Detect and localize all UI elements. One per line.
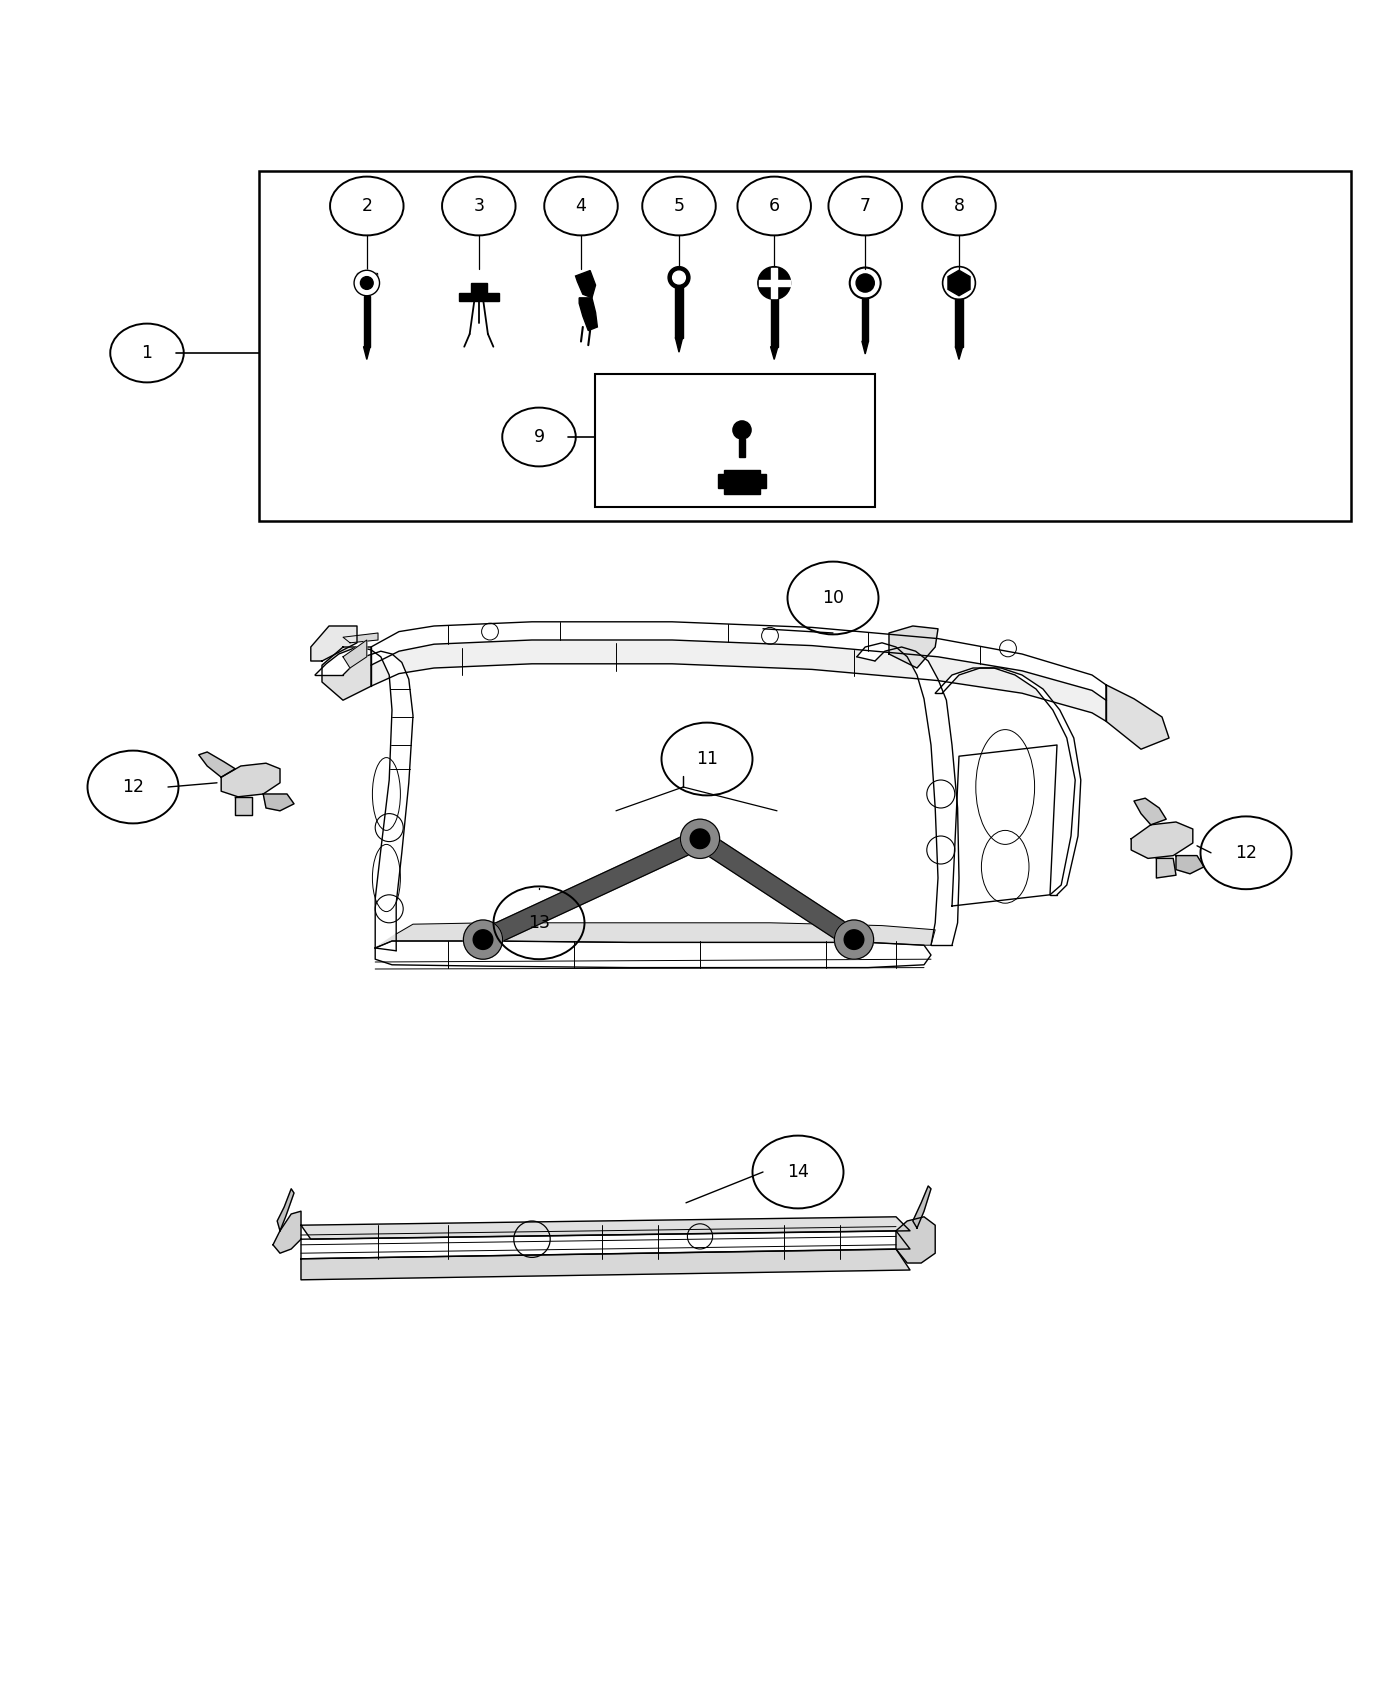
Circle shape (463, 920, 503, 959)
Text: 3: 3 (473, 197, 484, 214)
Text: 14: 14 (787, 1163, 809, 1182)
Polygon shape (375, 923, 935, 949)
Polygon shape (1106, 685, 1169, 750)
Polygon shape (343, 632, 378, 643)
Polygon shape (301, 1217, 910, 1239)
Polygon shape (301, 1231, 910, 1258)
Polygon shape (277, 1188, 294, 1231)
Polygon shape (759, 280, 790, 286)
Polygon shape (1176, 855, 1204, 874)
Polygon shape (371, 639, 1106, 721)
Circle shape (690, 830, 710, 848)
Polygon shape (948, 270, 970, 296)
Polygon shape (364, 347, 370, 359)
Polygon shape (479, 830, 704, 949)
Polygon shape (896, 1217, 935, 1263)
Circle shape (680, 819, 720, 858)
Text: 12: 12 (122, 779, 144, 796)
Polygon shape (889, 626, 938, 668)
Text: 9: 9 (533, 428, 545, 445)
Polygon shape (315, 648, 413, 950)
Polygon shape (1134, 799, 1166, 824)
Polygon shape (199, 751, 235, 777)
Polygon shape (301, 1250, 910, 1280)
Polygon shape (718, 474, 724, 488)
Polygon shape (857, 643, 959, 945)
Text: 10: 10 (822, 588, 844, 607)
Text: 6: 6 (769, 197, 780, 214)
Polygon shape (343, 639, 367, 668)
Polygon shape (952, 745, 1057, 906)
Polygon shape (955, 299, 963, 347)
Circle shape (734, 422, 750, 439)
Polygon shape (1131, 823, 1193, 858)
Polygon shape (375, 942, 931, 967)
Polygon shape (459, 292, 470, 301)
Polygon shape (263, 794, 294, 811)
Circle shape (757, 267, 791, 299)
Text: 11: 11 (696, 750, 718, 768)
Polygon shape (580, 298, 598, 330)
Polygon shape (862, 299, 868, 342)
Polygon shape (470, 282, 487, 301)
Text: 1: 1 (141, 343, 153, 362)
Polygon shape (913, 1187, 931, 1227)
Polygon shape (322, 648, 371, 700)
Polygon shape (675, 286, 683, 338)
Polygon shape (273, 1210, 301, 1253)
Text: 5: 5 (673, 197, 685, 214)
Polygon shape (724, 469, 760, 493)
Polygon shape (770, 347, 778, 359)
Text: 2: 2 (361, 197, 372, 214)
Bar (259, 172, 1351, 520)
Polygon shape (955, 347, 963, 359)
Circle shape (672, 272, 686, 284)
Polygon shape (1156, 858, 1176, 877)
Polygon shape (311, 626, 357, 661)
Polygon shape (371, 622, 1106, 700)
Polygon shape (862, 342, 868, 354)
Polygon shape (221, 763, 280, 797)
Text: 8: 8 (953, 197, 965, 214)
Text: 7: 7 (860, 197, 871, 214)
Polygon shape (770, 299, 778, 347)
Circle shape (857, 274, 874, 292)
Polygon shape (771, 267, 777, 299)
Circle shape (354, 270, 379, 296)
Bar (357, 274, 377, 282)
Text: 4: 4 (575, 197, 587, 214)
Polygon shape (575, 270, 595, 298)
Polygon shape (760, 474, 766, 488)
Circle shape (844, 930, 864, 949)
Text: 13: 13 (528, 915, 550, 932)
Polygon shape (739, 439, 745, 457)
Circle shape (473, 930, 493, 949)
Polygon shape (235, 797, 252, 814)
Circle shape (360, 277, 374, 289)
Polygon shape (487, 292, 498, 301)
Bar (595, 374, 875, 507)
Polygon shape (935, 668, 1081, 894)
Polygon shape (364, 296, 370, 347)
Circle shape (834, 920, 874, 959)
Polygon shape (675, 338, 683, 352)
Polygon shape (694, 831, 860, 949)
Text: 12: 12 (1235, 843, 1257, 862)
Circle shape (668, 267, 690, 289)
